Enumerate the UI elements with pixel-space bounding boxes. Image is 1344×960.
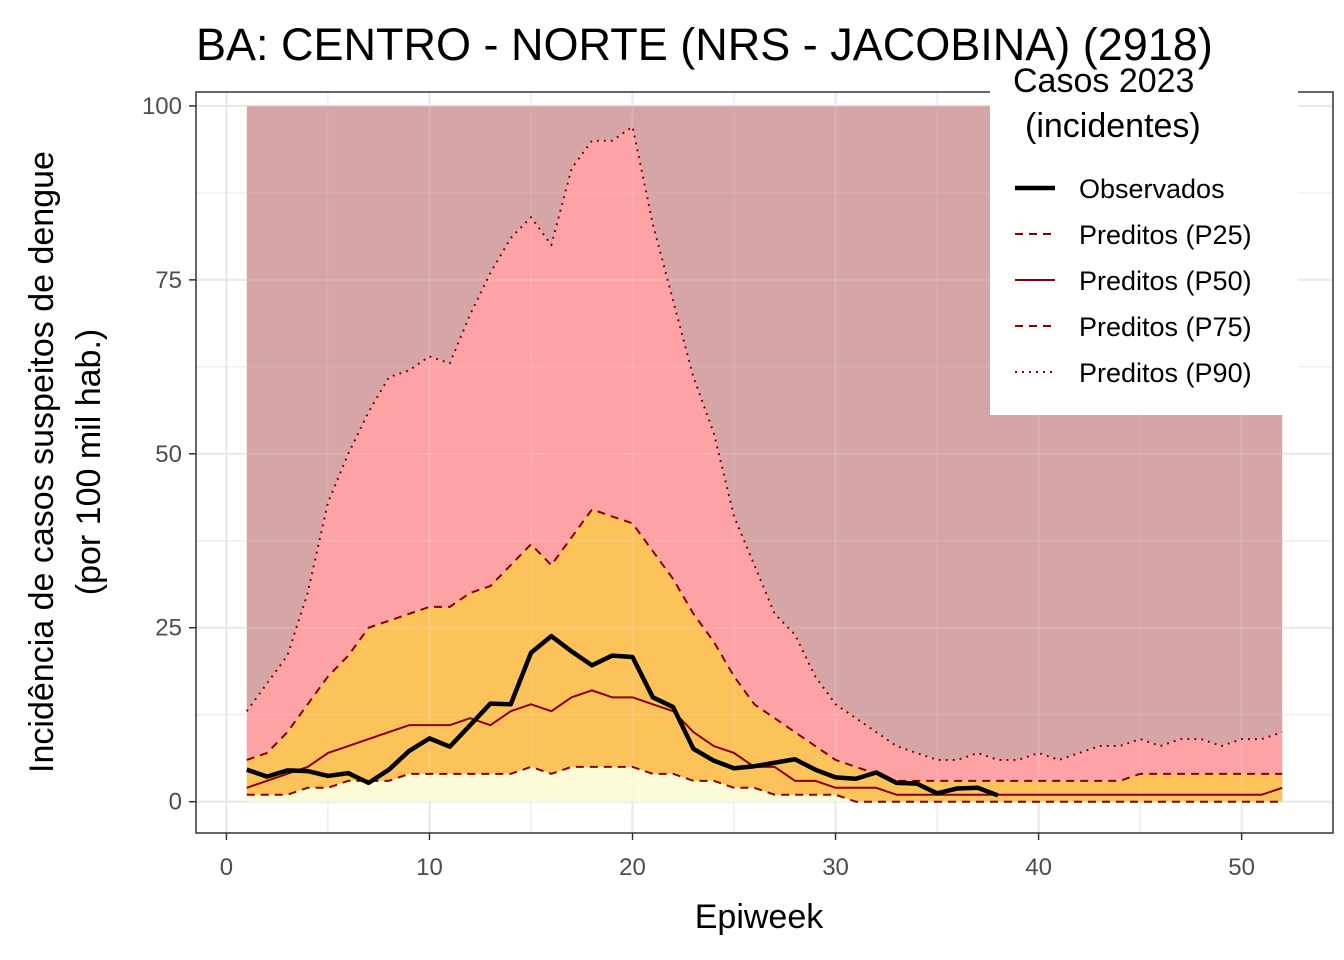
- legend: Casos 2023 (incidentes) Observados Predit…: [990, 62, 1298, 415]
- legend-label-preditos-p50: Preditos (P50): [1079, 266, 1252, 296]
- legend-title-line2: (incidentes): [1025, 107, 1201, 145]
- x-tick-label-0: 0: [220, 854, 233, 881]
- y-tick-label-75: 75: [155, 267, 182, 294]
- legend-title-line1: Casos 2023: [1013, 62, 1194, 100]
- legend-label-preditos-p90: Preditos (P90): [1079, 358, 1252, 388]
- legend-background: [990, 86, 1298, 415]
- y-axis-title-line1: Incidência de casos suspeitos de dengue: [23, 151, 61, 773]
- y-tick-label-0: 0: [169, 789, 182, 816]
- chart-title: BA: CENTRO - NORTE (NRS - JACOBINA) (291…: [196, 19, 1213, 70]
- legend-entries: Observados Preditos (P25) Preditos (P50) Pr…: [1015, 174, 1252, 388]
- legend-label-observados: Observados: [1079, 174, 1225, 204]
- plot-border: [195, 91, 1334, 834]
- y-tick-label-100: 100: [142, 93, 182, 120]
- x-tick-label-50: 50: [1228, 854, 1255, 881]
- line-p50: [246, 689, 1283, 796]
- series-lines: [245, 125, 1283, 803]
- band-p75-p90: [246, 126, 1283, 781]
- line-p90: [245, 125, 1283, 761]
- y-axis: 0 25 50 75 100: [142, 93, 196, 816]
- x-tick-label-30: 30: [822, 854, 849, 881]
- x-axis: 0 10 20 30 40 50: [220, 833, 1255, 881]
- x-tick-label-10: 10: [416, 854, 443, 881]
- y-axis-title-line2: (por 100 mil hab.): [70, 329, 108, 595]
- line-p25: [246, 765, 1283, 803]
- line-observados: [246, 633, 999, 798]
- legend-label-preditos-p75: Preditos (P75): [1079, 312, 1252, 342]
- line-p75: [246, 508, 1283, 782]
- y-tick-label-25: 25: [155, 615, 182, 642]
- x-tick-label-40: 40: [1025, 854, 1052, 881]
- band-0-p25: [246, 766, 1283, 802]
- x-tick-label-20: 20: [619, 854, 646, 881]
- legend-label-preditos-p25: Preditos (P25): [1079, 220, 1252, 250]
- band-p25-p75: [246, 509, 1283, 802]
- y-tick-label-50: 50: [155, 441, 182, 468]
- x-axis-title: Epiweek: [695, 898, 825, 936]
